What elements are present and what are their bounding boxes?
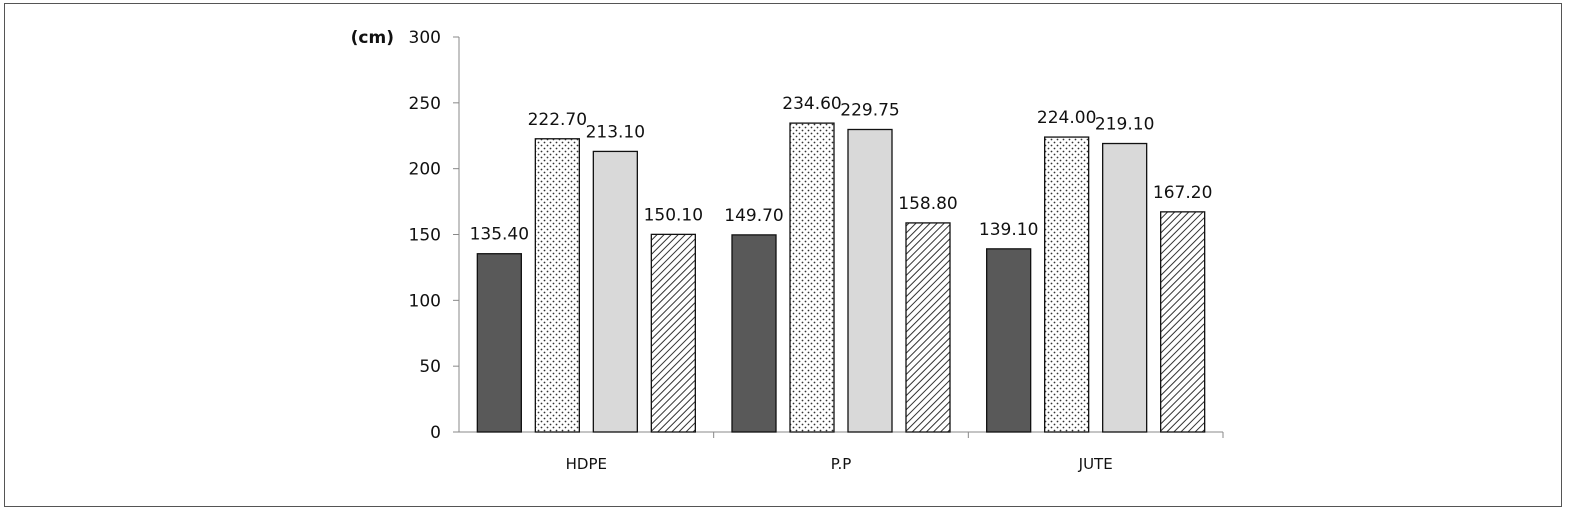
x-category-label: JUTE (1078, 455, 1113, 473)
data-label: 219.10 (1095, 115, 1154, 135)
y-tick-label: 150 (409, 226, 441, 246)
y-tick-label: 100 (409, 291, 441, 311)
bar (476, 253, 522, 433)
data-label: 158.80 (898, 194, 957, 214)
y-tick-label: 300 (409, 28, 441, 48)
data-label: 167.20 (1153, 183, 1212, 203)
data-label: 229.75 (840, 100, 899, 120)
y-tick-label: 250 (409, 94, 441, 114)
bar (731, 234, 777, 433)
y-tick-label: 200 (409, 160, 441, 180)
y-axis-unit-label: (cm) (351, 28, 394, 48)
axes: 0 50 100 150 200 250 300 (cm) HDPE P.P JUTE (351, 28, 1224, 473)
data-label: 135.40 (470, 225, 529, 245)
bar (534, 138, 580, 433)
data-label: 213.10 (586, 122, 645, 142)
bar (1160, 211, 1206, 433)
bar (905, 222, 951, 433)
data-label: 222.70 (528, 110, 587, 130)
y-tick-label: 0 (430, 423, 441, 443)
data-label: 149.70 (724, 206, 783, 226)
bars (476, 122, 1206, 433)
data-label: 139.10 (979, 220, 1038, 240)
chart-frame (4, 3, 1562, 507)
data-label: 234.60 (782, 94, 841, 114)
bar (1102, 142, 1148, 433)
bar (650, 233, 696, 433)
data-label: 150.10 (644, 205, 703, 225)
bar (986, 248, 1032, 433)
bar (847, 128, 893, 433)
bar (592, 150, 638, 433)
bar (1044, 136, 1090, 433)
x-category-label: HDPE (566, 455, 607, 473)
y-tick-label: 50 (419, 357, 441, 377)
data-label: 224.00 (1037, 108, 1096, 128)
bar (789, 122, 835, 433)
x-category-label: P.P (831, 455, 852, 473)
